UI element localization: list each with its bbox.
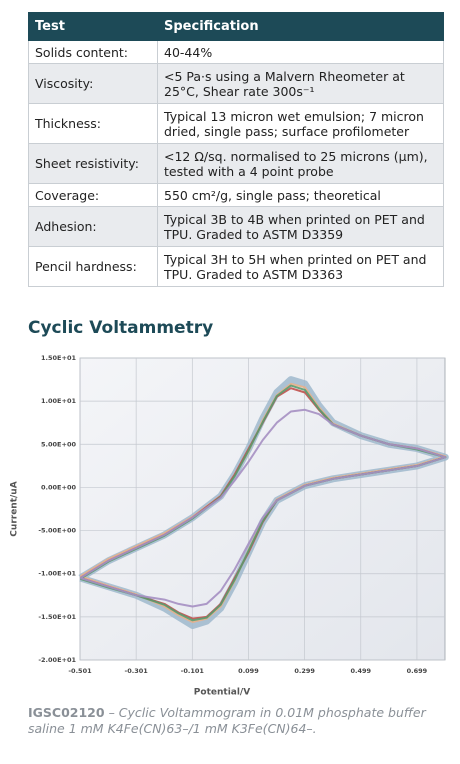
y-tick-label: 5.00E+00 xyxy=(41,440,76,448)
caption: IGSC02120 – Cyclic Voltammogram in 0.01M… xyxy=(28,705,448,737)
spec-cell: <12 Ω/sq. normalised to 25 microns (µm),… xyxy=(157,143,444,184)
table-row: Adhesion: Typical 3B to 4B when printed o… xyxy=(28,206,444,247)
x-tick-label: -0.101 xyxy=(181,667,205,675)
spec-cell: Typical 13 micron wet emulsion; 7 micron… xyxy=(157,103,444,144)
test-cell: Viscosity: xyxy=(28,63,158,104)
x-axis-label: Potential/V xyxy=(194,688,250,698)
cv-curve xyxy=(79,408,447,608)
x-tick-label: -0.301 xyxy=(125,667,149,675)
y-tick-label: -1.50E+01 xyxy=(38,613,76,621)
spec-cell: 40-44% xyxy=(157,40,444,64)
test-cell: Coverage: xyxy=(28,183,158,207)
table-row: Solids content: 40-44% xyxy=(28,40,444,64)
x-tick-label: -0.501 xyxy=(68,667,92,675)
y-tick-label: 1.50E+01 xyxy=(41,354,76,362)
x-tick-label: 0.099 xyxy=(238,667,259,675)
chart: Potential/V Current/uA 1.50E+01 1.00E+01 5… xyxy=(10,354,449,698)
test-cell: Sheet resistivity: xyxy=(28,143,158,184)
y-tick-label: 1.00E+01 xyxy=(41,397,76,405)
x-tick-label: 0.499 xyxy=(350,667,371,675)
x-tick-label: 0.699 xyxy=(407,667,428,675)
y-axis-label: Current/uA xyxy=(10,481,20,536)
y-tick-label: 0.00E+00 xyxy=(41,483,76,491)
test-cell: Pencil hardness: xyxy=(28,246,158,287)
y-tick-label: -2.00E+01 xyxy=(38,656,76,664)
x-tick-label: 0.299 xyxy=(294,667,315,675)
table-row: Thickness: Typical 13 micron wet emulsion… xyxy=(28,103,444,144)
section-heading: Cyclic Voltammetry xyxy=(28,318,214,338)
caption-id: IGSC02120 xyxy=(28,705,105,720)
header-cell: Test xyxy=(28,12,158,41)
table-row: Coverage: 550 cm²/g, single pass; theoret… xyxy=(28,183,444,207)
spec-cell: 550 cm²/g, single pass; theoretical xyxy=(157,183,444,207)
test-cell: Thickness: xyxy=(28,103,158,144)
header-row: Test Specification xyxy=(28,12,444,41)
y-tick-label: -1.00E+01 xyxy=(38,570,76,578)
y-tick-label: -5.00E+00 xyxy=(38,527,76,535)
plot-area xyxy=(79,357,446,661)
table-row: Sheet resistivity: <12 Ω/sq. normalised t… xyxy=(28,143,444,184)
spec-cell: Typical 3H to 5H when printed on PET and… xyxy=(157,246,444,287)
header-cell: Specification xyxy=(157,12,444,41)
table-row: Viscosity: <5 Pa·s using a Malvern Rheome… xyxy=(28,63,444,104)
spec-cell: <5 Pa·s using a Malvern Rheometer at 25°… xyxy=(157,63,444,104)
test-cell: Solids content: xyxy=(28,40,158,64)
caption-text: – Cyclic Voltammogram in 0.01M phosphate… xyxy=(28,705,426,736)
spec-table: Test Specification Solids content: 40-44% Vi… xyxy=(28,12,444,287)
table-row: Pencil hardness: Typical 3H to 5H when pr… xyxy=(28,246,444,287)
test-cell: Adhesion: xyxy=(28,206,158,247)
spec-cell: Typical 3B to 4B when printed on PET and… xyxy=(157,206,444,247)
